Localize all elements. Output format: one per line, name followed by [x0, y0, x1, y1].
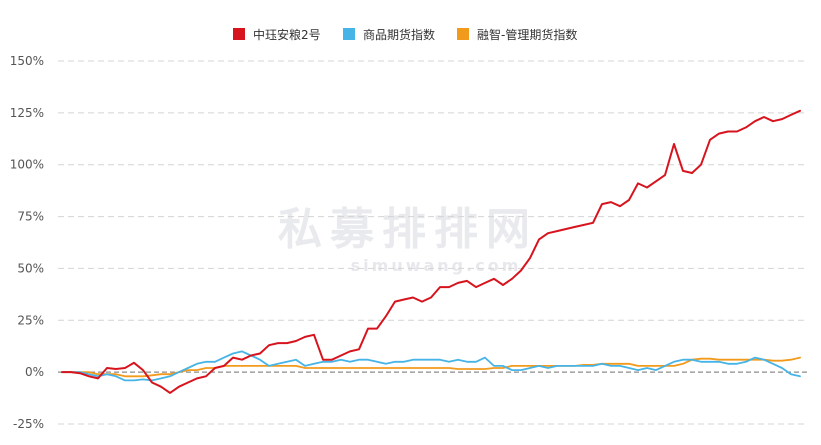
- series-line-2: [61, 350, 801, 382]
- y-tick-label: 50%: [17, 261, 44, 275]
- y-tick-label: -25%: [13, 417, 44, 431]
- series-line-1: [61, 109, 801, 394]
- watermark: 私募排排网 simuwang.com: [278, 204, 538, 275]
- y-tick-label: 150%: [10, 54, 44, 68]
- series-line-3: [61, 356, 801, 378]
- legend-label: 商品期货指数: [363, 27, 435, 42]
- y-tick-label: 100%: [10, 158, 44, 172]
- y-tick-label: 25%: [17, 313, 44, 327]
- legend-swatch: [457, 28, 469, 40]
- legend: 中珏安粮2号 商品期货指数 融智-管理期货指数: [233, 27, 577, 42]
- y-tick-label: 0%: [25, 365, 44, 379]
- legend-label: 中珏安粮2号: [253, 27, 321, 42]
- grid-lines: [58, 60, 808, 425]
- legend-label: 融智-管理期货指数: [477, 27, 577, 42]
- y-tick-label: 75%: [17, 210, 44, 224]
- watermark-url: simuwang.com: [351, 256, 522, 275]
- watermark-text: 私募排排网: [278, 204, 538, 255]
- series-group: [61, 109, 801, 394]
- legend-swatch: [343, 28, 355, 40]
- y-tick-label: 125%: [10, 106, 44, 120]
- legend-swatch: [233, 28, 245, 40]
- y-axis: -25% 0% 25% 50% 75% 100% 125% 150%: [10, 54, 44, 431]
